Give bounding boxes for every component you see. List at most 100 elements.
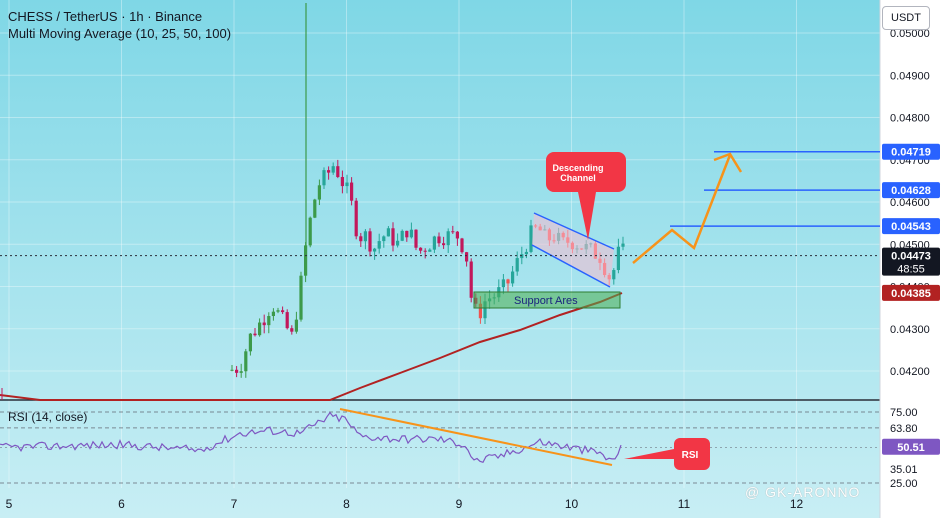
candle-body [308, 217, 312, 246]
price-tag [882, 218, 940, 235]
countdown-label: 48:55 [897, 264, 925, 276]
candle-body [612, 270, 616, 280]
x-tick-label: 12 [790, 497, 804, 511]
indicator-label[interactable]: Multi Moving Average (10, 25, 50, 100) [8, 26, 232, 41]
price-tag-label: 0.04473 [891, 251, 931, 263]
candle-body [345, 182, 349, 187]
candle-body [368, 231, 372, 252]
rsi-current-label: 50.51 [897, 442, 925, 454]
candle-body [244, 351, 248, 372]
watermark-text: @ GK-ARONNO [745, 484, 861, 500]
candle-body [317, 185, 321, 200]
candle-body [253, 333, 257, 336]
candle-body [446, 231, 450, 246]
y-tick-label: 0.04800 [890, 113, 930, 125]
rsi-line [0, 411, 622, 464]
candle-body [299, 275, 303, 320]
projection-arrow [632, 154, 732, 264]
candle-body [483, 301, 487, 319]
candle-body [363, 231, 367, 242]
candle-body [515, 258, 519, 272]
candle-body [382, 236, 386, 242]
price-tag [882, 182, 940, 199]
price-tag [882, 143, 940, 160]
chart-title: CHESS / TetherUS · 1h · Binance [8, 9, 203, 24]
support-area-box [473, 291, 621, 309]
candle-body [465, 252, 469, 262]
channel-callout [546, 152, 626, 240]
rsi-tick-label: 35.01 [890, 464, 918, 476]
candle-body [432, 236, 436, 250]
candle-body [437, 236, 441, 244]
candle-body [442, 243, 446, 246]
x-tick-label: 11 [678, 497, 691, 511]
y-tick-label: 0.04300 [890, 324, 930, 336]
candle-body [285, 312, 289, 329]
x-tick-label: 6 [118, 497, 125, 511]
price-tag [882, 247, 940, 276]
candle-body [359, 236, 363, 242]
candle-body [327, 170, 331, 173]
candle-body [428, 249, 432, 252]
candle-body [529, 225, 533, 252]
candle-body [313, 199, 317, 218]
candle-body [322, 170, 326, 186]
candle-body [451, 231, 455, 233]
candle-body [271, 311, 275, 317]
candle-body [616, 246, 620, 271]
candle-body [386, 228, 390, 237]
candle-body [258, 322, 262, 336]
candle-body [460, 238, 464, 253]
rsi-tick-label: 63.80 [890, 423, 918, 435]
x-tick-label: 8 [343, 497, 350, 511]
channel-lower-line [531, 244, 611, 288]
candle-body [478, 303, 482, 319]
channel-upper-line [533, 212, 615, 250]
candle-body [350, 182, 354, 201]
candle-body [469, 261, 473, 298]
candle-body [331, 166, 335, 173]
projection-arrowhead [713, 152, 743, 173]
candle-body [276, 310, 280, 312]
candle-body [621, 243, 625, 247]
currency-button[interactable]: USDT [882, 6, 930, 30]
candle-body [501, 279, 505, 288]
candle-body [414, 229, 418, 248]
candle-body [400, 230, 404, 241]
candle-body [248, 333, 252, 352]
rsi-tick-label: 25.00 [890, 478, 918, 490]
candle-body [281, 310, 285, 313]
price-tag [882, 284, 940, 301]
candle-body [336, 166, 340, 178]
candle-body [230, 369, 234, 371]
rsi-tick-label: 75.00 [890, 407, 918, 419]
price-tag-label: 0.04543 [891, 221, 931, 233]
candle-body [262, 322, 266, 326]
price-tag-label: 0.04719 [891, 147, 931, 159]
rsi-current-tag [882, 438, 940, 455]
candle-body [377, 241, 381, 249]
support-area-label: Support Ares [514, 295, 578, 307]
candle-body [354, 200, 358, 237]
y-tick-label: 0.05000 [890, 28, 930, 40]
channel-callout-text: Channel [560, 173, 596, 183]
rsi-callout [624, 438, 710, 470]
y-tick-label: 0.04900 [890, 70, 930, 82]
candle-body [409, 229, 413, 238]
channel-callout-text: Descending [552, 163, 603, 173]
candle-body [290, 328, 294, 332]
price-tag-label: 0.04628 [891, 185, 931, 197]
candle-body [524, 251, 528, 255]
candle-body [396, 240, 400, 246]
candle-body [506, 279, 510, 284]
candle-body [423, 250, 427, 252]
rsi-callout-text: RSI [682, 450, 699, 461]
candle-body [294, 319, 298, 332]
rsi-trend-line [339, 408, 613, 466]
candle-body [267, 316, 271, 326]
rsi-label[interactable]: RSI (14, close) [8, 410, 88, 424]
candle-body [340, 177, 344, 187]
moving-average-line [0, 292, 623, 401]
